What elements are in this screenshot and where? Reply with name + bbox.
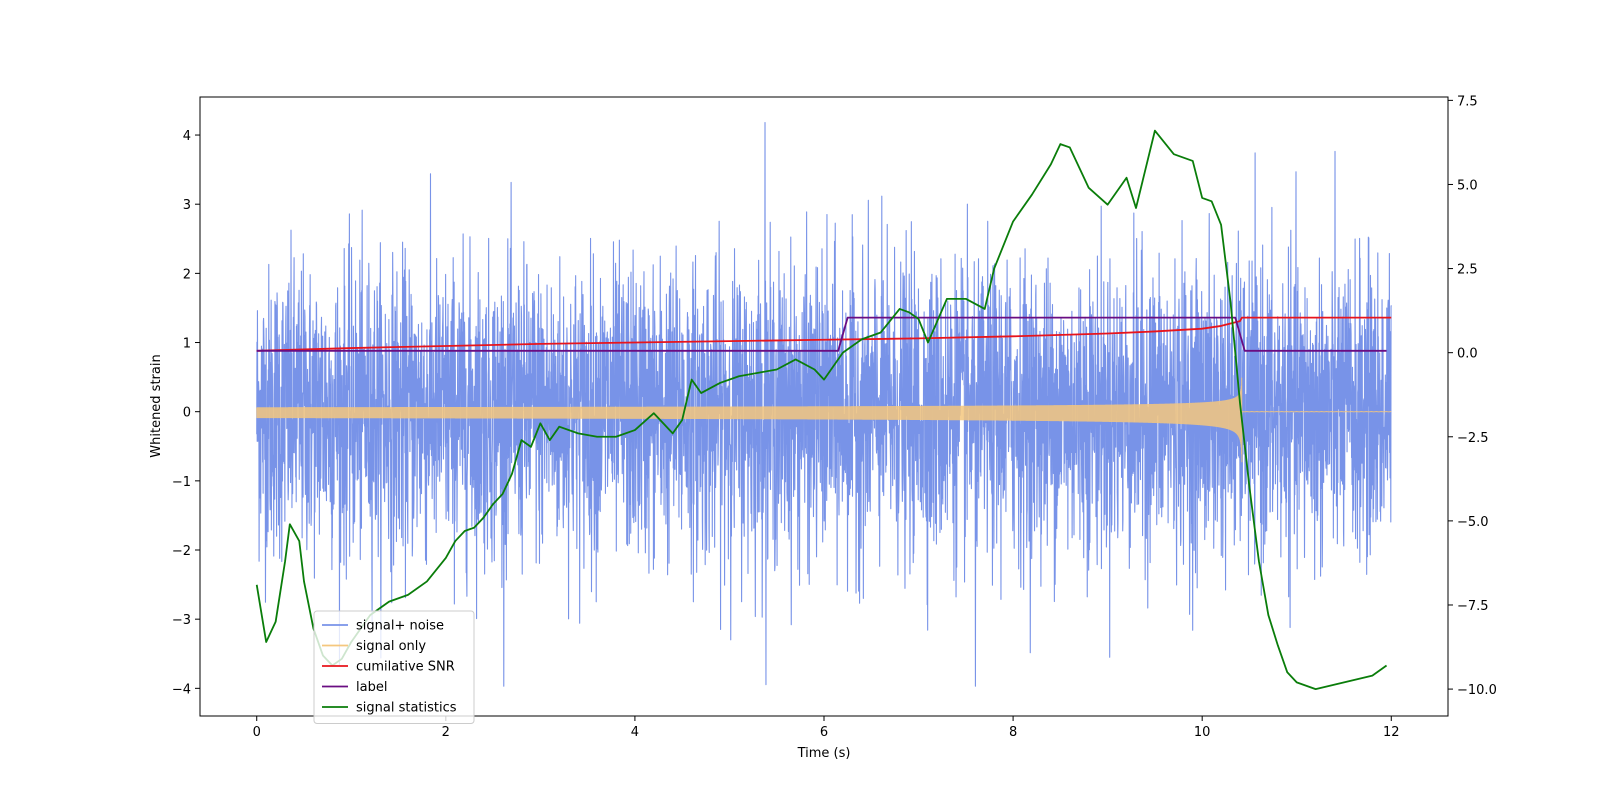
legend-entry: label <box>356 680 387 695</box>
y-tick-label: −2 <box>172 544 191 559</box>
x-tick-label: 0 <box>253 725 261 740</box>
legend-entry: cumilative SNR <box>356 660 455 675</box>
x-tick-label: 12 <box>1383 725 1400 740</box>
y2-tick-label: 7.5 <box>1457 94 1478 109</box>
series-line <box>256 377 1392 463</box>
series-line <box>255 129 1388 690</box>
x-tick-label: 2 <box>442 725 450 740</box>
y-axis-label: Whitened strain <box>149 354 164 457</box>
y-axis-right: −10.0 −7.5 −5.0 −2.5 0.0 2.5 5.0 7.5 <box>1448 94 1497 698</box>
y-tick-label: 3 <box>183 198 191 213</box>
y2-tick-label: 5.0 <box>1457 178 1478 193</box>
legend: signal+ noise signal only cumilative SNR la… <box>313 610 475 724</box>
plot-area <box>255 122 1392 690</box>
x-tick-label: 4 <box>631 725 639 740</box>
series-line <box>256 316 1392 352</box>
series-line <box>256 316 1387 352</box>
y-tick-label: −4 <box>172 682 191 697</box>
y-tick-label: 0 <box>183 406 191 421</box>
y-tick-label: −3 <box>172 613 191 628</box>
legend-entry: signal only <box>356 639 426 654</box>
y-tick-label: −1 <box>172 475 191 490</box>
y-tick-label: 4 <box>183 129 191 144</box>
x-tick-label: 6 <box>820 725 828 740</box>
legend-entry: signal+ noise <box>356 619 444 634</box>
x-tick-label: 8 <box>1009 725 1017 740</box>
y2-tick-label: −2.5 <box>1457 431 1489 446</box>
y2-tick-label: 0.0 <box>1457 347 1478 362</box>
y-axis-left: −4 −3 −2 −1 0 1 2 3 4 <box>172 129 200 697</box>
y2-tick-label: −7.5 <box>1457 599 1489 614</box>
legend-box <box>313 610 475 724</box>
y-tick-label: 2 <box>183 267 191 282</box>
y-tick-label: 1 <box>183 337 191 352</box>
series-line <box>256 122 1392 687</box>
legend-entry: signal statistics <box>356 701 457 716</box>
x-axis: 0 2 4 6 8 10 12 <box>253 716 1400 740</box>
y2-tick-label: 2.5 <box>1457 263 1478 278</box>
x-axis-label: Time (s) <box>797 746 851 761</box>
y2-tick-label: −5.0 <box>1457 515 1489 530</box>
x-tick-label: 10 <box>1194 725 1211 740</box>
y2-tick-label: −10.0 <box>1457 683 1497 698</box>
